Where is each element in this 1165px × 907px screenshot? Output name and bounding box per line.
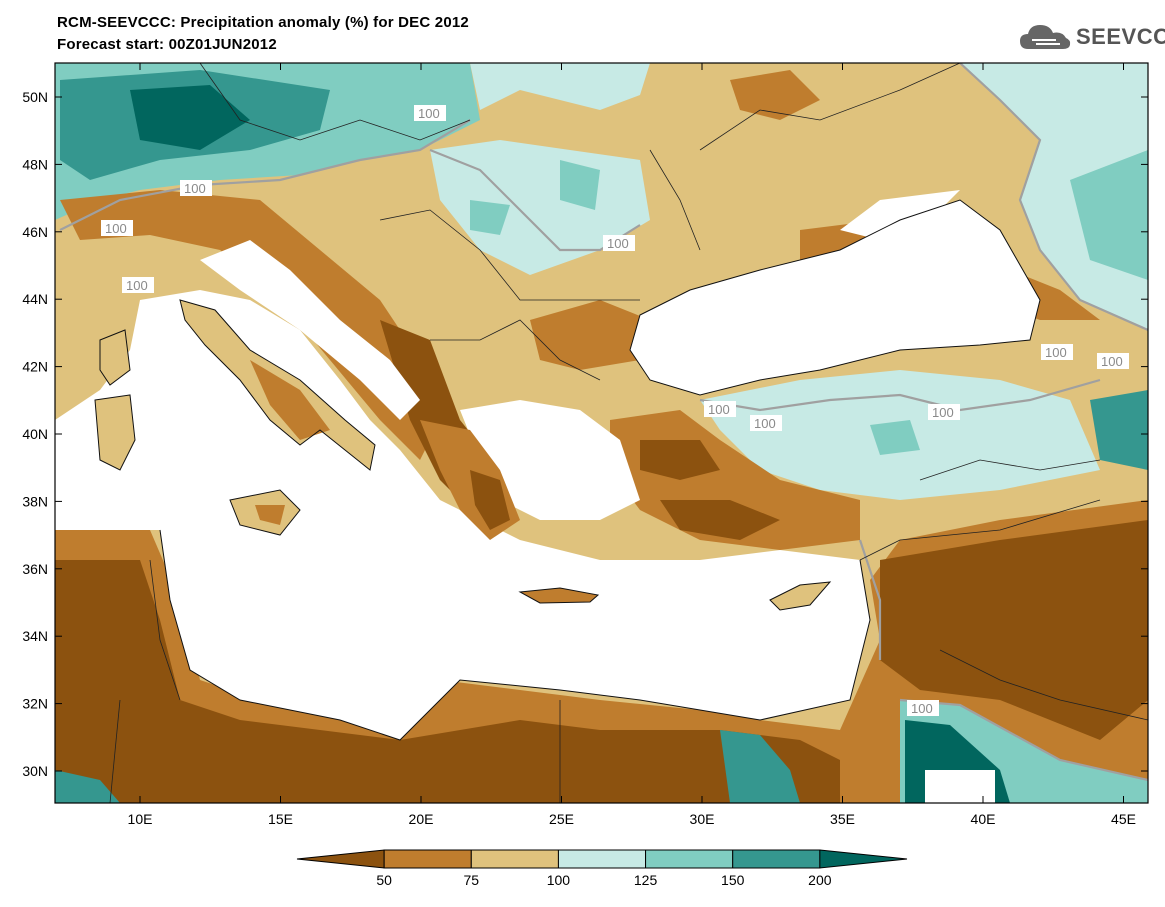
lon-label: 15E (268, 811, 293, 827)
map-frame (54, 62, 1149, 804)
contour-label: 100 (418, 106, 440, 121)
cyprus-land (770, 582, 830, 610)
field-very-dry-anatolia (640, 440, 720, 480)
logo-text: SEEVCCC (1076, 24, 1165, 49)
contour-label: 100 (932, 405, 954, 420)
colorbar-segment (819, 849, 908, 869)
greece-very-dry (470, 470, 510, 530)
contour-label: 100 (911, 701, 933, 716)
field-very-wet-caucasus (1090, 390, 1148, 470)
colorbar-tick-label: 50 (376, 872, 392, 888)
map-field (55, 63, 1148, 803)
forecast-start-label: Forecast start: 00Z01JUN2012 (57, 36, 277, 53)
cloud-icon (1020, 25, 1071, 49)
field-wet-east (1070, 150, 1148, 280)
lon-label: 45E (1111, 811, 1136, 827)
field-dry-bulgaria (530, 300, 650, 370)
colorbar-segment (470, 849, 559, 869)
lon-label: 40E (971, 811, 996, 827)
italy-dry (250, 360, 330, 440)
adriatic-sea (200, 240, 420, 420)
field-wet-turkey (870, 420, 920, 455)
field-very-dry-africa (55, 560, 840, 803)
lat-label: 42N (22, 359, 48, 375)
contour-labels: 100 100 100 100 100 100 100 100 100 100 … (101, 105, 1129, 716)
coastlines (94, 199, 1041, 741)
lat-label: 38N (22, 493, 48, 509)
longitude-axis: 10E 15E 20E 25E 30E 35E 40E 45E (128, 63, 1136, 827)
lon-label: 10E (128, 811, 153, 827)
lon-label: 25E (549, 811, 574, 827)
contour-label: 100 (126, 278, 148, 293)
contour-label: 100 (607, 236, 629, 251)
lat-label: 32N (22, 696, 48, 712)
lat-label: 30N (22, 763, 48, 779)
seevccc-logo: SEEVCCC (1018, 22, 1165, 52)
colorbar-segment (732, 849, 821, 869)
field-dry-south (55, 500, 1148, 803)
colorbar-tick-label: 150 (721, 872, 745, 888)
field-very-wet-sinai (720, 730, 800, 803)
missing-data-patch (925, 770, 995, 803)
colorbar: 50 75 100 125 150 200 (296, 849, 908, 888)
contour-label: 100 (105, 221, 127, 236)
contour-label: 100 (1045, 345, 1067, 360)
field-dry-ukraine (730, 70, 820, 120)
colorbar-tick-label: 75 (463, 872, 479, 888)
contour-label: 100 (754, 416, 776, 431)
contour-label: 100 (708, 402, 730, 417)
colorbar-segment (645, 849, 734, 869)
lat-label: 34N (22, 628, 48, 644)
colorbar-segment (557, 849, 647, 869)
colorbar-tick-label: 125 (634, 872, 658, 888)
sicily-dry (255, 505, 285, 525)
map-title: RCM-SEEVCCC: Precipitation anomaly (%) f… (57, 14, 469, 31)
colorbar-tick-label: 200 (808, 872, 832, 888)
field-slightly-wet-north (470, 63, 650, 110)
lat-label: 44N (22, 291, 48, 307)
colorbar-tick-label: 100 (547, 872, 571, 888)
corsica-land (100, 330, 130, 385)
lat-label: 50N (22, 89, 48, 105)
field-very-wet-sw (55, 770, 120, 803)
latitude-axis: 50N 48N 46N 44N 42N 40N 38N 36N 34N 32N 30N (22, 89, 1148, 779)
sardinia-land (95, 395, 135, 470)
field-wet-patch (470, 200, 510, 235)
lon-label: 35E (830, 811, 855, 827)
lat-label: 46N (22, 224, 48, 240)
colorbar-segment (296, 849, 385, 869)
country-borders (109, 63, 1148, 803)
black-sea (630, 200, 1040, 395)
lat-label: 48N (22, 156, 48, 172)
lon-label: 30E (690, 811, 715, 827)
lat-label: 36N (22, 561, 48, 577)
field-very-dry-middle-east (880, 520, 1148, 740)
sea-of-azov (840, 190, 960, 240)
contour-label: 100 (1101, 354, 1123, 369)
colorbar-segment (383, 849, 472, 869)
contour-label: 100 (184, 181, 206, 196)
field-extreme-wet (130, 85, 250, 150)
field-wet-patch-2 (560, 160, 600, 210)
lon-label: 20E (409, 811, 434, 827)
lat-label: 40N (22, 426, 48, 442)
field-very-dry-anatolia-2 (660, 500, 780, 540)
